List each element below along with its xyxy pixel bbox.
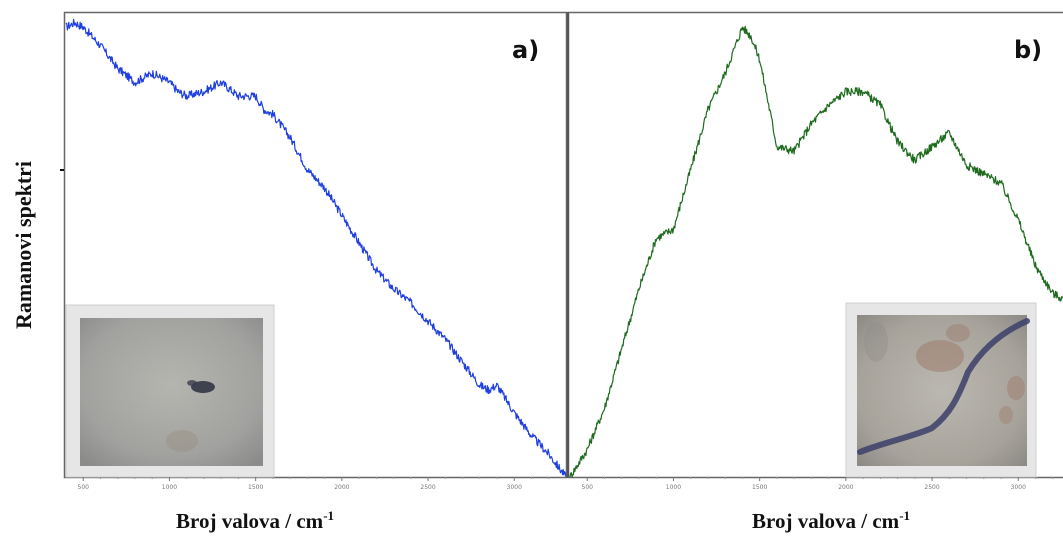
panel-label-b: b) (1014, 36, 1042, 64)
x-tick-label: 2500 (420, 484, 435, 491)
x-tick-label: 1500 (248, 484, 263, 491)
x-axis-label-a: Broj valova / cm-1 (176, 508, 335, 533)
x-tick-label: 500 (582, 484, 594, 491)
inset-image-b (845, 302, 1037, 478)
spectrum-line-b (569, 25, 1063, 478)
x-axis-label-b: Broj valova / cm-1 (752, 508, 911, 533)
x-tick-label: 2000 (838, 484, 853, 491)
x-tick-label: 3000 (507, 484, 522, 491)
y-axis-label: Ramanovi spektri (11, 160, 36, 330)
panel-label-a: a) (512, 36, 539, 64)
x-tick-label: 1000 (162, 484, 177, 491)
x-axis-ticks-b: 500 1000 1500 2000 2500 3000 (582, 477, 1054, 491)
x-axis-ticks-a: 500 1000 1500 2000 2500 3000 (78, 477, 550, 491)
x-tick-label: 2500 (924, 484, 939, 491)
x-tick-label: 2000 (334, 484, 349, 491)
x-tick-label: 500 (78, 484, 90, 491)
x-tick-label: 3000 (1011, 484, 1026, 491)
inset-image-a (65, 304, 275, 478)
x-tick-label: 1500 (752, 484, 767, 491)
x-tick-label: 1000 (666, 484, 681, 491)
spectrum-line-a (65, 18, 567, 478)
